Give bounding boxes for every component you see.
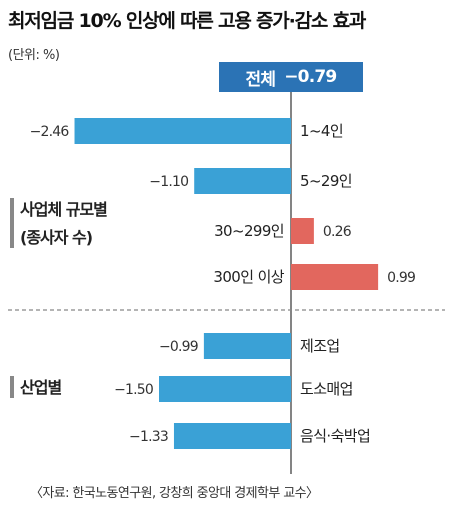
- value-label-3: 0.26: [323, 224, 352, 240]
- category-label-2: 5~29인: [300, 172, 352, 190]
- value-label-1: −2.46: [30, 124, 70, 140]
- group-label-size-line1: 사업체 규모별: [20, 200, 107, 219]
- group-marker-size: [10, 198, 14, 248]
- category-label-4: 300인 이상: [213, 268, 284, 286]
- category-label-7: 음식·숙박업: [300, 427, 370, 445]
- category-label-3: 30~299인: [214, 222, 284, 240]
- total-badge: 전체 −0.79: [219, 62, 363, 92]
- group-label-size-line2: (종사자 수): [20, 228, 92, 247]
- bar-2: [194, 168, 291, 194]
- bar-5: [203, 333, 291, 359]
- value-label-5: −0.99: [159, 339, 198, 355]
- total-label: 전체: [245, 69, 276, 90]
- bar-1: [74, 118, 292, 144]
- source-note: 〈자료: 한국노동연구원, 강창희 중앙대 경제학부 교수〉: [30, 486, 319, 501]
- bar-3: [291, 218, 314, 244]
- category-label-1: 1~4인: [300, 122, 343, 140]
- bar-6: [159, 376, 291, 402]
- chart-title: 최저임금 10% 인상에 따른 고용 증가·감소 효과: [8, 10, 366, 32]
- value-label-2: −1.10: [149, 174, 188, 190]
- category-label-6: 도소매업: [300, 380, 353, 398]
- value-label-6: −1.50: [114, 382, 153, 398]
- category-label-5: 제조업: [300, 337, 340, 355]
- value-label-7: −1.33: [129, 429, 168, 445]
- bar-7: [173, 423, 291, 449]
- value-label-4: 0.99: [387, 270, 415, 286]
- unit-label: (단위: %): [8, 48, 60, 63]
- group-label-industry: 산업별: [20, 378, 61, 397]
- bar-4: [291, 264, 379, 290]
- total-value: −0.79: [284, 67, 337, 87]
- group-marker-industry: [10, 376, 14, 398]
